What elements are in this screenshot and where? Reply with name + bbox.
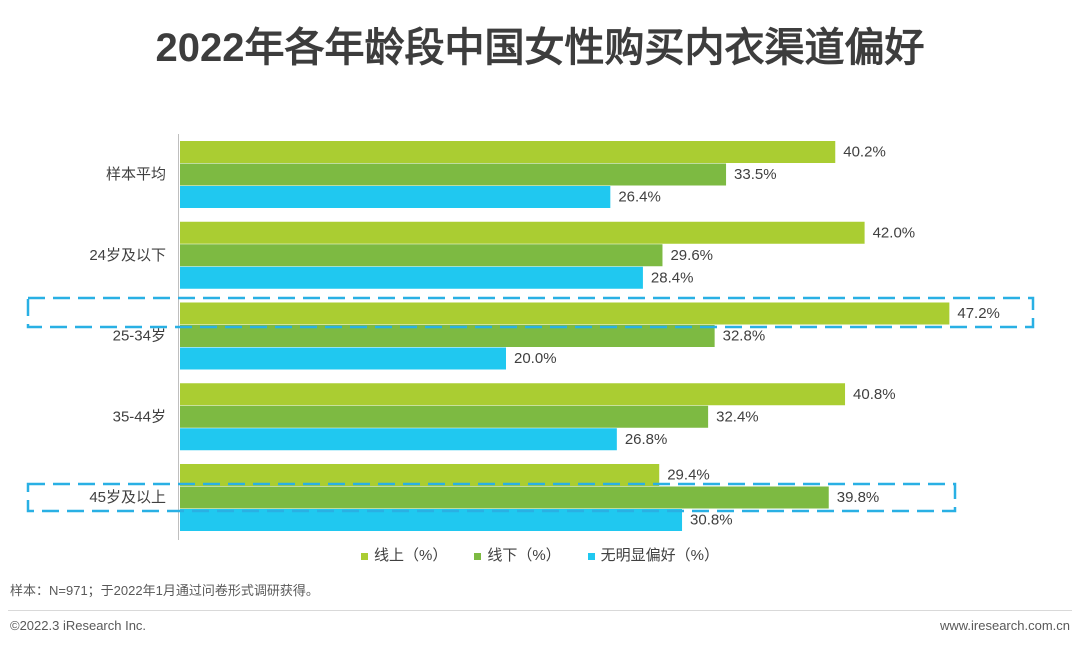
value-label: 47.2% [957, 305, 1000, 322]
highlight-annotations [26, 296, 1035, 513]
bar-offline [180, 405, 709, 428]
value-label: 26.8% [625, 431, 668, 448]
category-label: 45岁及以上 [89, 489, 166, 506]
bar-online [180, 464, 660, 486]
value-label: 32.4% [716, 408, 759, 425]
value-label: 39.8% [837, 489, 880, 506]
category-label: 样本平均 [106, 166, 166, 183]
bar-online [180, 302, 950, 325]
value-label: 29.4% [667, 467, 710, 484]
legend-label: 线下（%） [487, 547, 561, 564]
value-label: 28.4% [651, 269, 694, 286]
highlight-box-45-plus-offline [26, 482, 957, 513]
value-label: 29.6% [670, 247, 713, 264]
sample-note: 样本：N=971；于2022年1月通过问卷形式调研获得。 [10, 583, 319, 598]
value-label: 40.8% [853, 386, 896, 403]
category-label: 25-34岁 [113, 328, 166, 345]
legend-label: 无明显偏好（%） [600, 547, 720, 564]
value-label: 30.8% [690, 512, 733, 529]
chart-labels: 样本平均 40.2% 33.5% 26.4% 24岁及以下 42.0% 29.6% 28.4%… [89, 144, 1000, 529]
bar-offline [180, 325, 715, 347]
bar-online [180, 141, 836, 163]
website-text: www.iresearch.com.cn [939, 618, 1070, 633]
bar-online [180, 383, 846, 406]
bar-no-preference [180, 347, 506, 370]
legend-item-no-preference: 无明显偏好（%） [587, 546, 720, 566]
bar-offline [180, 486, 829, 509]
category-label: 35-44岁 [113, 408, 166, 425]
bar-no-preference [180, 186, 611, 208]
bar-online [180, 221, 865, 244]
category-label: 24岁及以下 [89, 247, 166, 264]
chart-bars [180, 141, 950, 531]
value-label: 33.5% [734, 166, 777, 183]
bar-offline [180, 163, 727, 186]
footer-divider [8, 610, 1072, 611]
bar-offline [180, 244, 663, 267]
value-label: 40.2% [843, 144, 886, 161]
legend-item-online: 线上（%） [360, 546, 448, 566]
chart-title: 2022年各年龄段中国女性购买内衣渠道偏好 [155, 26, 925, 70]
bar-no-preference [180, 509, 683, 531]
value-label: 20.0% [514, 350, 557, 367]
legend-label: 线上（%） [373, 547, 448, 564]
legend-marker [474, 552, 482, 560]
legend-marker [360, 552, 368, 560]
legend-item-offline: 线下（%） [474, 546, 561, 566]
value-label: 26.4% [618, 189, 661, 206]
copyright-text: ©2022.3 iResearch Inc. [10, 618, 147, 633]
legend: 线上（%） 线下（%） 无明显偏好（%） [0, 546, 1080, 566]
bar-no-preference [180, 428, 617, 451]
value-label: 32.8% [723, 328, 766, 345]
value-label: 42.0% [873, 224, 916, 241]
bar-no-preference [180, 266, 643, 289]
highlight-box-25-34-online [26, 296, 1035, 329]
legend-marker [587, 552, 595, 560]
